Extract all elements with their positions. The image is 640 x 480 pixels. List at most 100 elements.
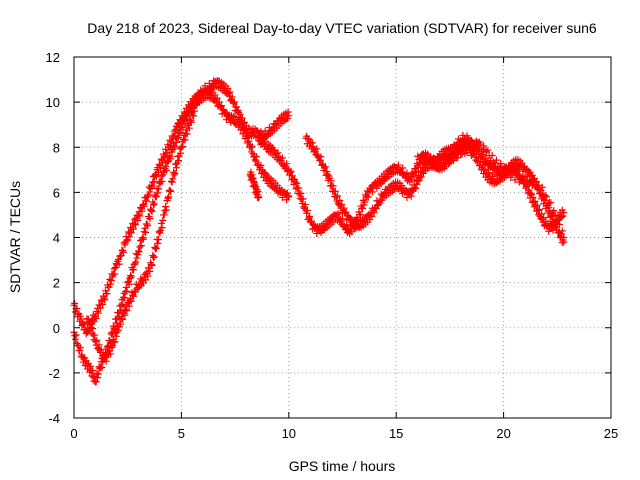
data-point [173,134,181,142]
data-point [270,146,278,154]
data-point [158,224,166,232]
data-point [134,216,142,224]
data-point [147,185,155,193]
data-point [530,175,538,183]
data-point [230,99,238,107]
data-point [172,138,180,146]
data-point [179,124,187,132]
data-point [187,118,195,126]
data-point [301,201,309,209]
data-point [329,182,337,190]
data-point [413,180,421,188]
data-point [261,169,269,177]
data-point [134,211,142,219]
data-point [107,277,115,285]
data-point [149,201,157,209]
data-point [501,163,509,171]
data-point [140,202,148,210]
data-point [140,228,148,236]
data-point [108,343,116,351]
data-point [86,319,94,327]
data-point [529,193,537,201]
data-point [465,143,473,151]
grid-lines [74,57,611,418]
data-point [110,265,118,273]
data-point [361,198,369,206]
data-point [287,167,295,175]
data-point [308,217,316,225]
data-point [81,354,89,362]
data-point [327,177,335,185]
data-point [95,341,103,349]
data-point [238,121,246,129]
data-point [497,160,505,168]
data-point [132,221,140,229]
data-point [555,221,563,229]
data-point [137,242,145,250]
data-point [313,145,321,153]
data-point [104,343,112,351]
data-point [364,193,372,201]
data-point [163,158,171,166]
data-point [125,233,133,241]
data-point [316,157,324,165]
data-point [98,363,106,371]
data-point [253,153,261,161]
data-point [230,98,238,106]
data-point [331,187,339,195]
data-point [123,307,131,315]
data-point [238,114,246,122]
data-point [243,132,251,140]
data-point [179,143,187,151]
data-point [124,236,132,244]
data-point [177,123,185,131]
data-point [111,270,119,278]
data-point [94,370,102,378]
data-point [444,156,452,164]
data-point [177,128,185,136]
data-point [71,299,79,307]
data-point [370,209,378,217]
data-point [162,206,170,214]
data-point [127,273,135,281]
data-point [317,153,325,161]
data-point [445,159,453,167]
data-point [336,196,344,204]
data-point [461,150,469,158]
data-point [547,199,555,207]
data-point [144,272,152,280]
data-point [548,212,556,220]
data-point [119,315,127,323]
data-point [117,320,125,328]
data-point [121,311,129,319]
data-point [244,134,252,142]
data-point [181,136,189,144]
data-point [165,187,173,195]
data-point [103,290,111,298]
data-points [70,77,568,386]
y-tick-label: -2 [48,366,60,381]
y-tick-label: 2 [53,276,60,291]
y-tick-label: 10 [46,95,60,110]
data-point [190,112,198,120]
data-point [228,93,236,101]
data-point [543,193,551,201]
data-point [151,172,159,180]
data-point [534,206,542,214]
data-point [451,149,459,157]
data-point [308,139,316,147]
data-point [76,344,84,352]
data-point [492,156,500,164]
data-point [340,204,348,212]
data-point [160,211,168,219]
data-point [339,215,346,223]
data-point [87,324,95,332]
data-point [154,239,162,247]
data-point [154,189,162,197]
data-point [334,210,342,218]
data-point [157,172,165,180]
data-point [144,191,152,199]
data-point [538,210,546,218]
data-point [127,297,135,305]
data-point [454,154,462,162]
